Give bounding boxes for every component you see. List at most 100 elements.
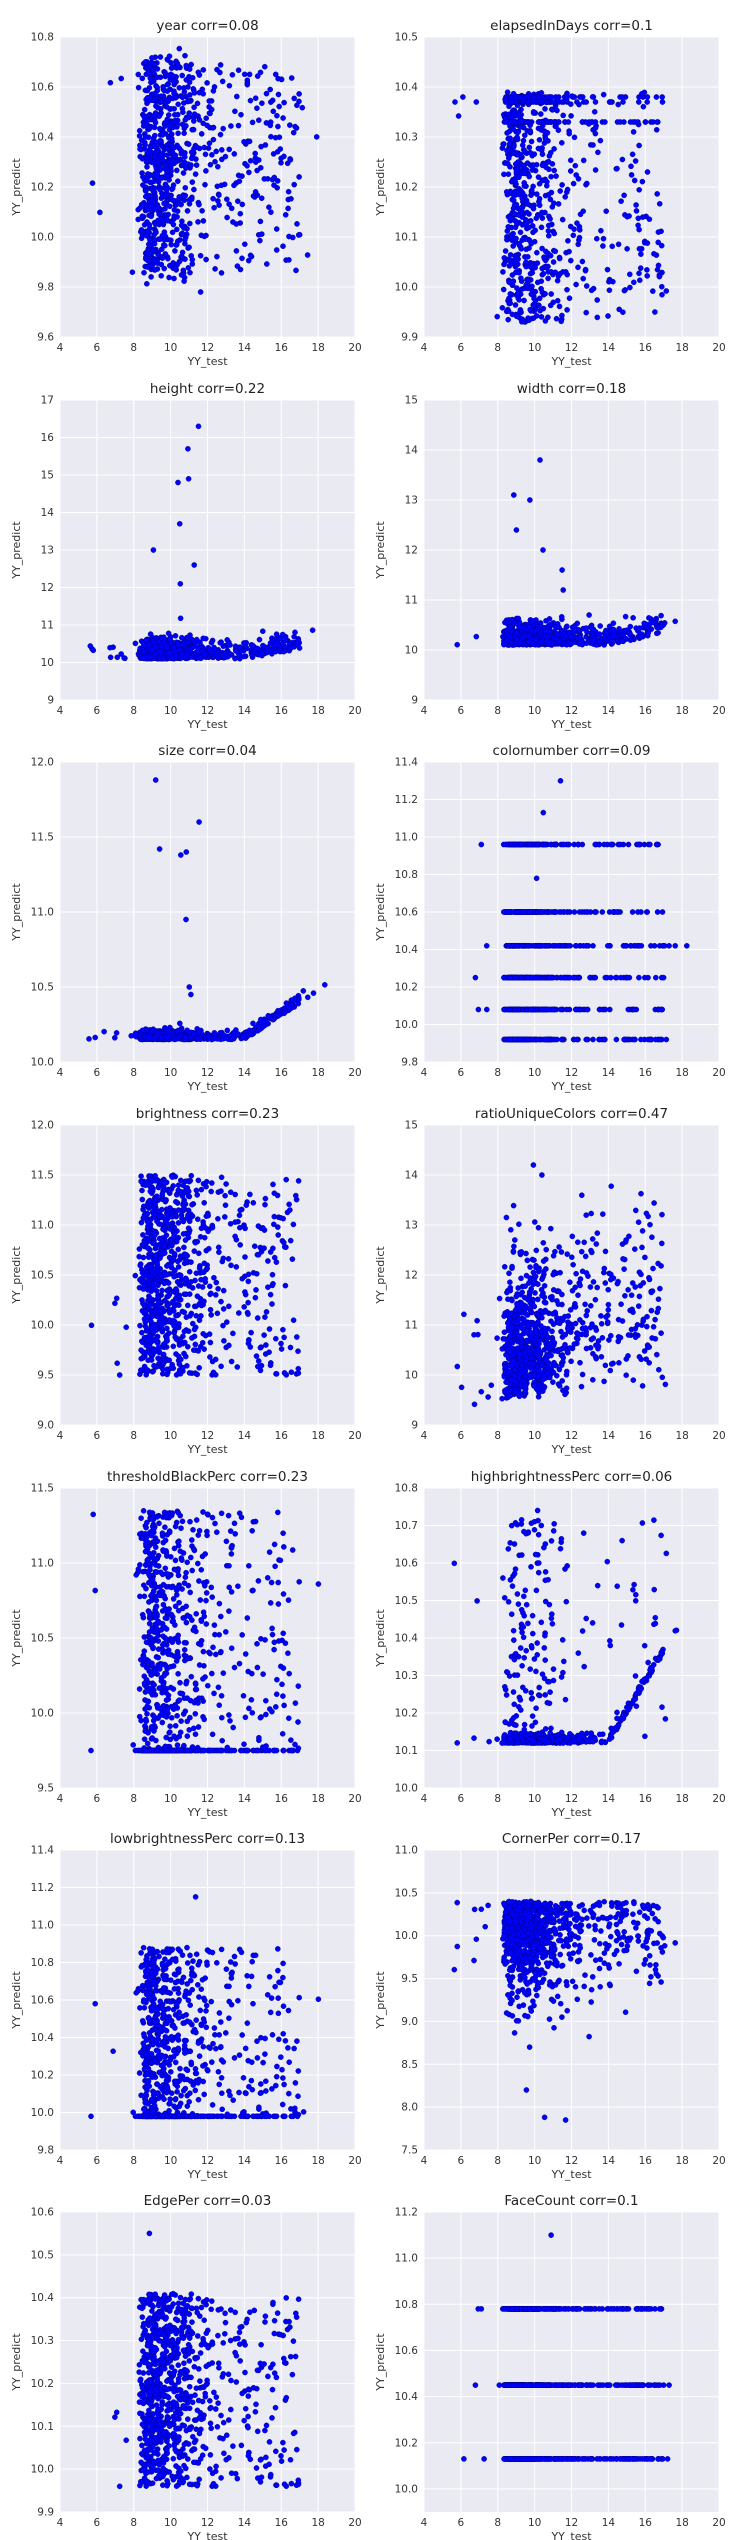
scatter-point (151, 97, 157, 104)
scatter-point (514, 134, 520, 141)
scatter-point (273, 247, 280, 253)
scatter-point (536, 136, 543, 143)
scatter-point (592, 125, 599, 131)
x-axis-label: YY_test (186, 718, 228, 731)
scatter-point (519, 142, 526, 148)
scatter-point (521, 633, 528, 640)
scatter-point (520, 170, 527, 177)
y-tick-label: 10.1 (395, 232, 418, 244)
scatter-point (286, 233, 292, 240)
subplot-title: size corr=0.04 (158, 743, 256, 759)
scatter-point (622, 613, 629, 620)
scatter-point (525, 94, 531, 100)
scatter-point (501, 261, 507, 268)
scatter-point (538, 224, 545, 231)
scatter-point (247, 252, 254, 259)
scatter-point (210, 195, 216, 202)
scatter-point (566, 130, 573, 137)
scatter-point (519, 214, 526, 220)
scatter-point (176, 1020, 183, 1027)
scatter-point (454, 641, 461, 648)
scatter-point (619, 156, 626, 163)
x-tick-label: 20 (712, 1067, 725, 1079)
scatter-point (135, 216, 141, 223)
subplot-1: 4 6 8 10 12 14 16 18 209.69.810.010.210.410.610.… (10, 18, 362, 368)
x-tick-label: 16 (275, 1067, 289, 1079)
x-tick-label: 6 (94, 1067, 101, 1079)
scatter-point (239, 1035, 246, 1041)
scatter-point (168, 241, 174, 248)
scatter-point (558, 318, 565, 325)
scatter-point (559, 216, 566, 223)
y-tick-label: 10.2 (31, 182, 54, 194)
scatter-point (630, 129, 637, 135)
scatter-point (176, 194, 182, 200)
scatter-point (249, 119, 256, 126)
scatter-point (234, 263, 241, 269)
scatter-point (281, 153, 287, 160)
scatter-point (157, 74, 164, 80)
scatter-point (650, 619, 656, 626)
scatter-point (234, 198, 241, 204)
scatter-point (654, 119, 661, 125)
scatter-point (629, 151, 636, 158)
scatter-point (576, 101, 582, 108)
scatter-point (576, 634, 583, 640)
x-tick-label: 18 (675, 1067, 688, 1079)
scatter-point (548, 173, 554, 180)
scatter-point (568, 634, 574, 640)
y-tick-label: 9 (411, 695, 418, 707)
scatter-point (212, 650, 218, 657)
scatter-point (207, 161, 214, 168)
scatter-point (275, 123, 281, 130)
scatter-point (573, 172, 580, 178)
scatter-point (543, 99, 550, 106)
scatter-point (148, 274, 154, 280)
scatter-point (161, 120, 168, 126)
scatter-point (564, 94, 570, 100)
scatter-point (600, 91, 607, 98)
scatter-point (644, 267, 650, 273)
scatter-point (274, 178, 281, 184)
scatter-point (159, 132, 166, 138)
scatter-point (187, 632, 193, 638)
scatter-point (218, 270, 225, 276)
scatter-point (187, 269, 193, 276)
x-tick-label: 12 (201, 342, 214, 354)
scatter-point (162, 192, 169, 199)
scatter-point (551, 230, 558, 237)
scatter-point (508, 639, 514, 646)
scatter-point (655, 229, 662, 235)
scatter-point (151, 240, 158, 247)
scatter-point (266, 647, 273, 654)
scatter-point (231, 151, 238, 157)
scatter-point (209, 125, 216, 131)
scatter-point (286, 122, 293, 128)
scatter-point (174, 214, 180, 220)
y-tick-label: 12 (41, 582, 54, 594)
scatter-point (202, 181, 208, 188)
scatter-point (165, 72, 172, 79)
scatter-point (597, 638, 603, 645)
scatter-point (203, 232, 209, 239)
scatter-point (107, 644, 113, 651)
scatter-point (569, 640, 575, 646)
scatter-point (200, 218, 207, 224)
scatter-point (144, 206, 150, 213)
scatter-point (246, 71, 253, 78)
x-tick-label: 4 (421, 342, 428, 354)
y-tick-label: 10.0 (31, 232, 54, 244)
scatter-point (156, 113, 162, 119)
scatter-point (636, 625, 643, 631)
scatter-point (554, 297, 561, 304)
scatter-point (193, 636, 200, 643)
scatter-point (181, 85, 187, 91)
scatter-point (510, 150, 516, 156)
y-tick-label: 11 (41, 620, 54, 632)
scatter-point (610, 278, 616, 285)
scatter-point (218, 147, 225, 153)
scatter-point (149, 197, 155, 204)
scatter-point (181, 154, 188, 160)
scatter-point (237, 210, 244, 217)
scatter-point (644, 624, 650, 631)
